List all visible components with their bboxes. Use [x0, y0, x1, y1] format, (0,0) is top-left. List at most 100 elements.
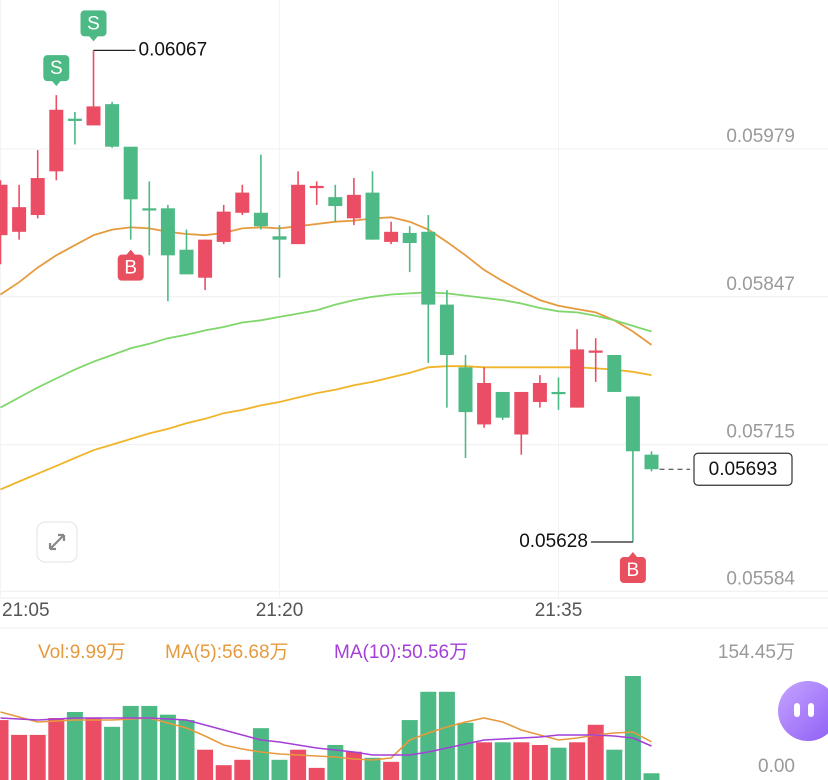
volume-bar	[85, 718, 102, 780]
trade-marker-tip	[88, 35, 99, 42]
volume-bar	[327, 744, 344, 780]
volume-bar	[141, 705, 158, 780]
ma-line	[0, 365, 652, 491]
volume-bar	[0, 720, 9, 780]
volume-bar	[457, 722, 474, 780]
candle-body	[346, 194, 361, 219]
x-tick-label: 21:35	[535, 600, 583, 621]
volume-bar	[587, 724, 604, 780]
candle-body	[291, 184, 306, 245]
trade-marker-label: B	[627, 560, 640, 581]
candle-body	[477, 382, 492, 425]
candle-body	[235, 192, 250, 213]
trade-marker: S	[43, 55, 70, 87]
candle-body	[142, 208, 157, 211]
volume-bar	[643, 773, 660, 780]
volume-bar	[290, 749, 307, 780]
trade-marker-box	[619, 557, 646, 584]
volume-bar	[271, 759, 288, 780]
candle-body	[570, 349, 585, 408]
volume-legend: MA(5):56.68万	[165, 642, 289, 663]
candle-body	[551, 391, 566, 395]
candle-body	[607, 354, 622, 392]
y-tick-label: 0.05979	[726, 126, 795, 147]
volume-bar	[513, 742, 530, 780]
volume-tick-label: 154.45万	[718, 642, 795, 663]
candle-body	[402, 232, 417, 244]
volume-bar	[494, 742, 511, 780]
candle-body	[160, 208, 175, 256]
last-price-label: 0.05693	[709, 459, 778, 480]
volume-bar	[606, 749, 623, 780]
candle-body	[625, 396, 640, 452]
trade-marker-label: S	[87, 13, 100, 34]
volume-bar	[29, 734, 46, 780]
trade-marker-label: S	[50, 58, 63, 79]
volume-bar	[159, 714, 176, 780]
candle-body	[421, 231, 436, 305]
candle-body	[458, 367, 473, 413]
candle-body	[328, 197, 343, 207]
ma-line	[0, 717, 652, 756]
candle-body	[253, 212, 268, 227]
assistant-button[interactable]	[778, 681, 828, 741]
volume-bar	[531, 744, 548, 780]
volume-bar	[11, 734, 28, 780]
volume-bar	[178, 720, 195, 780]
trade-marker-label: B	[124, 258, 137, 279]
annotation-label: 0.06067	[139, 39, 208, 60]
volume-bar	[197, 749, 214, 780]
trade-marker-box	[80, 10, 107, 37]
volume-bar	[401, 720, 418, 780]
volume-bar	[364, 757, 381, 780]
volume-bar	[48, 718, 65, 780]
volume-legend: Vol:9.99万	[38, 642, 126, 663]
volume-bar	[234, 759, 251, 780]
y-tick-label: 0.05584	[726, 568, 795, 589]
assistant-eye	[808, 703, 814, 717]
candle-body	[216, 211, 231, 242]
ma-line	[0, 216, 653, 346]
candle-body	[105, 104, 120, 147]
trade-marker-tip	[627, 552, 638, 559]
trade-marker-tip	[125, 249, 136, 256]
volume-bar	[383, 761, 400, 780]
volume-legend: MA(10):50.56万	[334, 642, 468, 663]
volume-bar	[122, 705, 139, 780]
assistant-eye	[794, 703, 800, 717]
volume-bar	[345, 751, 362, 780]
candle-body	[123, 146, 138, 200]
volume-bar	[66, 711, 83, 780]
volume-tick-label: 0.00	[758, 756, 795, 777]
candle-body	[67, 118, 82, 121]
volume-bar	[476, 742, 493, 780]
trade-marker: S	[80, 10, 107, 42]
expand-button[interactable]	[36, 521, 78, 563]
volume-bar	[104, 726, 121, 780]
volume-bar	[308, 767, 325, 780]
x-tick-label: 21:05	[2, 600, 50, 621]
trade-marker-box	[117, 254, 144, 281]
candle-body	[588, 350, 603, 353]
volume-bar	[550, 747, 567, 780]
candle-body	[86, 106, 101, 126]
candle-body	[198, 239, 213, 278]
assistant-icon[interactable]	[778, 681, 828, 741]
ma-line	[0, 711, 652, 761]
candle-body	[384, 231, 399, 242]
volume-bar	[569, 742, 586, 780]
candle-body	[644, 454, 659, 470]
expand-icon	[48, 533, 66, 551]
annotation-label: 0.05628	[519, 531, 588, 552]
trade-marker-tip	[51, 80, 62, 87]
candle-body	[309, 185, 324, 189]
candle-body	[0, 184, 8, 236]
ma-line	[0, 291, 652, 409]
volume-bar	[438, 691, 455, 780]
volume-bar	[624, 676, 641, 780]
y-tick-label: 0.05847	[726, 274, 795, 295]
y-tick-label: 0.05715	[726, 422, 795, 443]
